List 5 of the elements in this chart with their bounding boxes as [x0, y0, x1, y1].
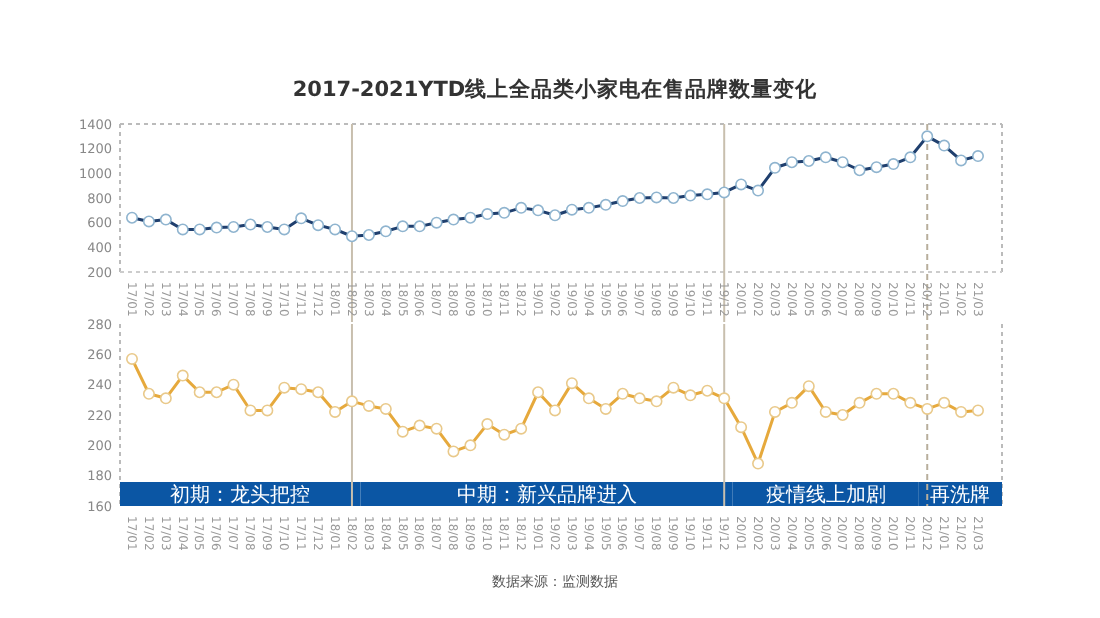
chart-title: 2017-2021YTD线上全品类小家电在售品牌数量变化: [292, 76, 820, 102]
band-label: 再洗牌: [930, 483, 991, 507]
band-label: 中期：新兴品牌进入: [456, 483, 637, 507]
band-label: 疫情线上加剧: [765, 483, 886, 507]
band-label: 初期：龙头把控: [170, 483, 311, 507]
